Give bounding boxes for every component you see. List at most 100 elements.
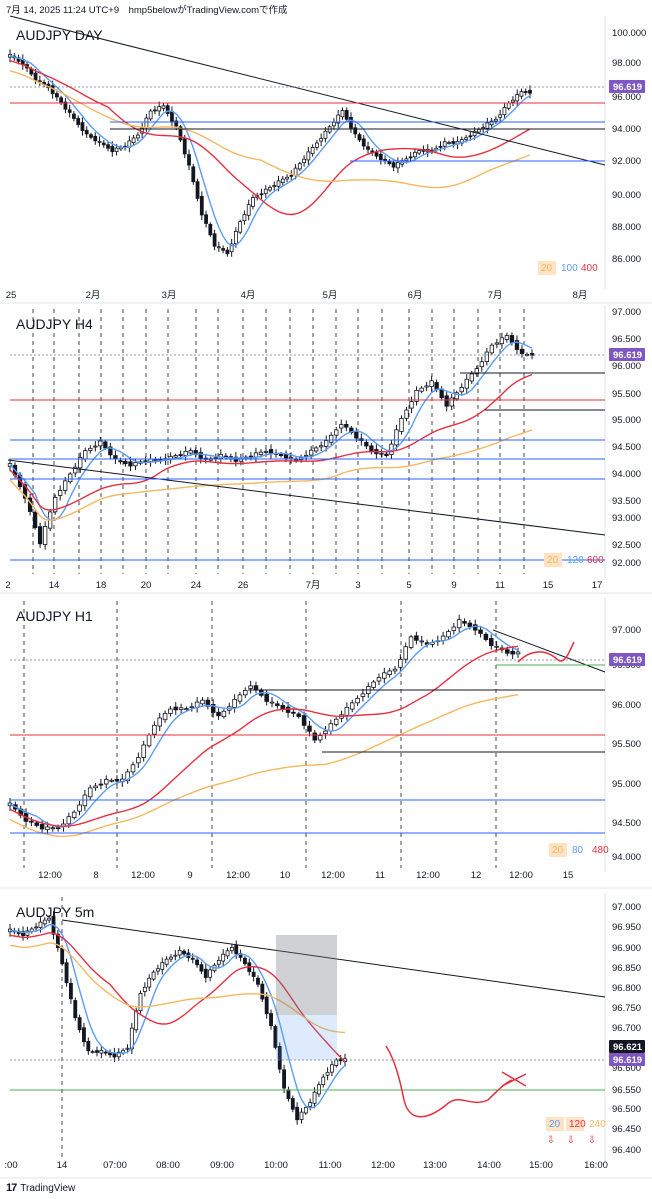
candle-body (272, 185, 277, 187)
chart-panel-1: AUDJPY DAY 100.000 98.000 96.000 94.000 92.00… (0, 15, 652, 304)
candle-body (417, 150, 422, 154)
candle-body (184, 708, 189, 710)
time-tick-label: 12:00 (509, 870, 533, 881)
candle-body (374, 152, 379, 157)
candle-body (86, 1041, 91, 1052)
candle-body (68, 982, 73, 1000)
time-tick-label: 12 (471, 870, 482, 881)
price-tick-label: 96.400 (612, 1145, 641, 1156)
candle-body (253, 685, 259, 690)
candle-body (109, 779, 114, 782)
time-tick-label: 5 (406, 580, 411, 591)
candle-body (178, 454, 183, 456)
candle-body (54, 93, 59, 98)
candle-body (398, 658, 403, 668)
candle-body (344, 706, 350, 716)
candle-body (439, 388, 444, 399)
candle-body (50, 827, 56, 830)
price-tick-label: 94.000 (612, 852, 641, 863)
legend-chip-bg (544, 553, 562, 567)
candle-body (77, 804, 82, 812)
candle-body (153, 109, 157, 112)
time-tick-label: 17 (592, 580, 603, 591)
arrow-down-icon: ⇩ (588, 1135, 596, 1146)
price-tick-label: 96.850 (612, 963, 641, 974)
candle-body (103, 1051, 108, 1054)
ma-legend-label: 80 (572, 845, 584, 856)
candle-body (303, 1106, 308, 1114)
projection-sketch (385, 1045, 513, 1118)
footer: 17 TradingView (6, 1182, 75, 1194)
candle-body (387, 670, 392, 675)
candle-body (269, 701, 275, 704)
candle-body (58, 490, 63, 496)
candle-body (76, 117, 81, 125)
candle-body (195, 959, 200, 966)
price-tick-label: 96.500 (612, 1104, 641, 1115)
candle-body (108, 446, 113, 456)
candle-body (173, 455, 178, 458)
candle-body (259, 193, 264, 196)
candle-body (191, 166, 196, 183)
last-price-label: 96.619 (613, 82, 642, 93)
time-tick-label: 3月 (162, 290, 177, 301)
trendline (61, 919, 606, 998)
candle-body (95, 1050, 99, 1053)
price-tick-label: 100.000 (612, 28, 646, 39)
ma-legend-label: 20 (552, 845, 564, 856)
price-tick-label: 96.450 (612, 1124, 641, 1135)
time-tick-label: 12:00 (38, 870, 62, 881)
candle-body (114, 147, 119, 152)
candle-body (99, 1049, 104, 1054)
candle-body (128, 461, 133, 467)
time-tick-label: 6月 (408, 290, 423, 301)
candle-body (37, 80, 42, 83)
sma-fast-line (9, 625, 519, 828)
sma-mid-line (9, 373, 533, 511)
candle-body (123, 460, 128, 465)
time-tick-label: 2月 (86, 290, 101, 301)
candle-body (136, 757, 141, 764)
candle-body (78, 457, 83, 469)
candle-body (97, 140, 102, 143)
candle-body (308, 1102, 313, 1107)
sma-fast-line (9, 341, 533, 521)
candle-body (148, 110, 153, 120)
candle-body (221, 248, 226, 251)
candle-body (515, 651, 521, 655)
candle-body (303, 454, 309, 457)
price-tick-label: 94.000 (612, 469, 641, 480)
candle-body (312, 732, 318, 741)
candle-body (153, 459, 158, 462)
ma-legend-label: 20 (549, 1119, 561, 1130)
candle-body (32, 511, 38, 529)
candle-body (355, 697, 360, 704)
candle-body (88, 447, 93, 451)
candle-body (523, 91, 528, 93)
candle-body (408, 156, 413, 159)
candle-body (238, 221, 243, 233)
candle-body (164, 958, 169, 965)
price-tick-label: 88.000 (612, 222, 641, 233)
candle-body (289, 174, 294, 177)
candle-body (506, 102, 511, 109)
candle-body (93, 445, 98, 448)
candle-body (329, 434, 334, 443)
candle-body (63, 480, 68, 491)
time-tick-label: 18 (96, 580, 107, 591)
candle-body (131, 137, 136, 143)
candle-body (479, 361, 484, 368)
candle-body (317, 735, 323, 741)
time-tick-label: 8月 (573, 290, 588, 301)
candle-body (424, 385, 429, 388)
candle-body (134, 1010, 139, 1031)
price-tick-label: 92.500 (612, 540, 641, 551)
candle-body (177, 949, 182, 956)
candle-body (485, 122, 490, 129)
price-tick-label: 97.000 (612, 902, 641, 913)
time-tick-label: 7月 (488, 290, 503, 301)
candle-body (481, 127, 486, 129)
candle-body (268, 186, 272, 191)
candle-body (170, 111, 174, 122)
chart-title: AUDJPY DAY (16, 27, 103, 43)
